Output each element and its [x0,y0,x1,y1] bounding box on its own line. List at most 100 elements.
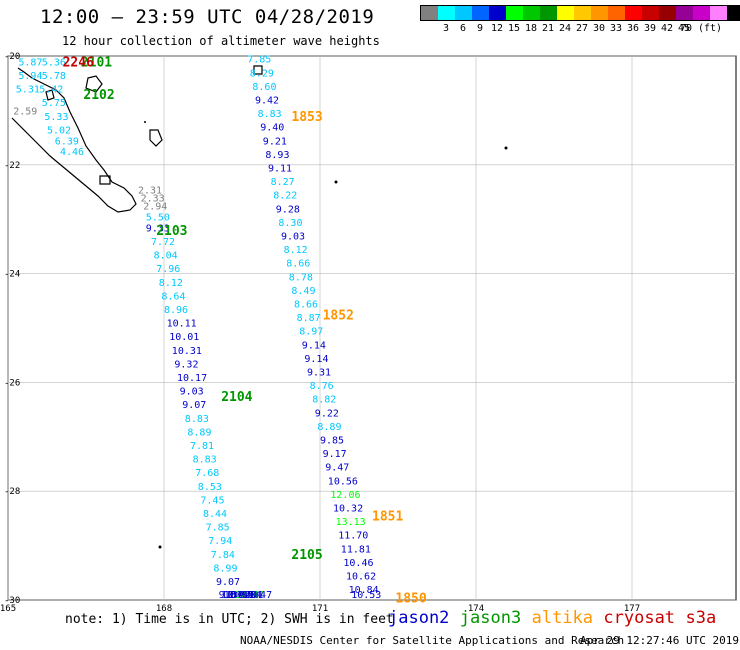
island-dot [504,146,508,150]
wave-height-value: 9.22 [315,408,339,419]
color-scale-label: 3 [442,23,450,34]
wave-height-value: 9.47 [325,463,349,474]
wave-height-value: 9.40 [260,123,284,134]
track-label: 1851 [372,510,403,525]
map-subtitle: 12 hour collection of altimeter wave hei… [62,34,380,48]
wave-height-value: 7.81 [190,441,214,452]
latitude-label: -24 [4,270,20,280]
wave-height-value: 10.11 [167,319,197,330]
wave-height-value: 8.87 [297,313,321,324]
wave-height-value: 8.99 [213,563,237,574]
credit-text: NOAA/NESDIS Center for Satellite Applica… [240,634,625,647]
map-grid [7,55,736,601]
wave-height-value: 9.14 [302,340,326,351]
wave-height-value: 5.36 [42,57,66,68]
track-label: 2105 [291,548,322,563]
wave-height-value: 8.78 [289,272,313,283]
wave-height-value: 8.96 [164,305,188,316]
wave-height-value: 9.85 [320,436,344,447]
wave-height-value: 8.12 [284,245,308,256]
latitude-label: -30 [4,596,20,606]
color-scale-swatch [727,6,740,20]
track-label: 2102 [83,88,114,103]
wave-height-value: 8.83 [185,414,209,425]
wave-height-value: 7.85 [206,523,230,534]
satellite-legend-item: s3a [685,608,717,628]
color-scale-label: 21 [541,23,555,34]
wave-height-value: 7.84 [211,550,235,561]
color-scale-label: 9 [476,23,484,34]
longitude-label: 174 [468,604,484,614]
wave-height-value: 7.96 [156,264,180,275]
wave-height-value: 10.64 [232,590,262,601]
wave-height-value: 4.46 [60,147,84,158]
wave-height-value: 8.12 [159,278,183,289]
wave-height-value: 8.89 [317,422,341,433]
wave-height-value: 8.49 [291,286,315,297]
wave-height-value: 9.91 [239,590,263,601]
latitude-label: -22 [4,161,20,171]
color-scale-swatch [455,6,472,20]
wave-height-value: 9.03 [180,387,204,398]
track-label: 1853 [291,110,322,125]
wave-height-value: 8.83 [193,455,217,466]
color-scale-label: 33 [609,23,623,34]
longitude-label: 165 [0,604,16,614]
wave-height-value: 9.07 [182,400,206,411]
satellite-legend-item: altika [531,608,594,628]
island-dot [144,121,146,123]
color-scale-swatch [574,6,591,20]
latitude-labels: -20 -22 -24 -26 -28 -30 [4,52,20,606]
wave-height-value: 5.31 [16,85,40,96]
wave-height-value: 8.83 [258,109,282,120]
wave-height-value: 8.66 [294,300,318,311]
color-scale-swatch [591,6,608,20]
wave-height-value: 10.00 [224,590,254,601]
color-scale-swatch [421,6,438,20]
track-label: 2101 [81,55,112,70]
color-scale-swatch [523,6,540,20]
wave-height-value: 9.53 [219,590,243,601]
latitude-label: -28 [4,487,20,497]
track-label: 1850 [395,591,426,606]
color-scale-label: 27 [575,23,589,34]
color-scale-swatch [608,6,625,20]
wave-height-value: 7.45 [200,495,224,506]
wave-height-value: 10.32 [333,504,363,515]
color-scale-label: 45 [677,23,691,34]
coastline [11,65,263,213]
wave-height-value: 8.22 [273,191,297,202]
wave-height-value: 12.06 [330,490,360,501]
color-scale-swatch [710,6,727,20]
wave-height-value: 8.04 [154,251,178,262]
note-text: note: 1) Time is in UTC; 2) SWH is in fe… [65,612,394,627]
track-label: 2103 [156,224,187,239]
island-dot [334,180,338,184]
color-scale-swatch [676,6,693,20]
wave-height-value: 9.28 [276,204,300,215]
color-scale-swatch [642,6,659,20]
color-scale-swatch [438,6,455,20]
wave-height-value: 8.64 [161,291,185,302]
satellite-legend-item: jason2 [388,608,450,628]
longitude-labels: 165 168 171 174 177 [0,604,640,614]
wave-height-value: 5.94 [18,71,42,82]
wave-height-value: 2.59 [13,106,37,117]
color-scale-label: 12 [490,23,504,34]
color-scale-swatch [693,6,710,20]
wave-height-value: 8.29 [250,68,274,79]
wave-height-value: 10.84 [349,585,379,596]
wave-height-value: 9.31 [307,368,331,379]
color-scale-label: 24 [558,23,572,34]
color-scale-boxes [420,5,740,21]
wave-height-value: 12.37 [234,590,264,601]
longitude-label: 168 [156,604,172,614]
color-scale-swatch [659,6,676,20]
wave-height-value: 5.75 [42,98,66,109]
wave-height-value: 7.85 [247,55,271,66]
wave-height-value: 2.94 [143,202,167,213]
wave-height-value: 10.50 [229,590,259,601]
wave-height-value: 5.42 [39,85,63,96]
wave-height-value: 9.07 [216,577,240,588]
